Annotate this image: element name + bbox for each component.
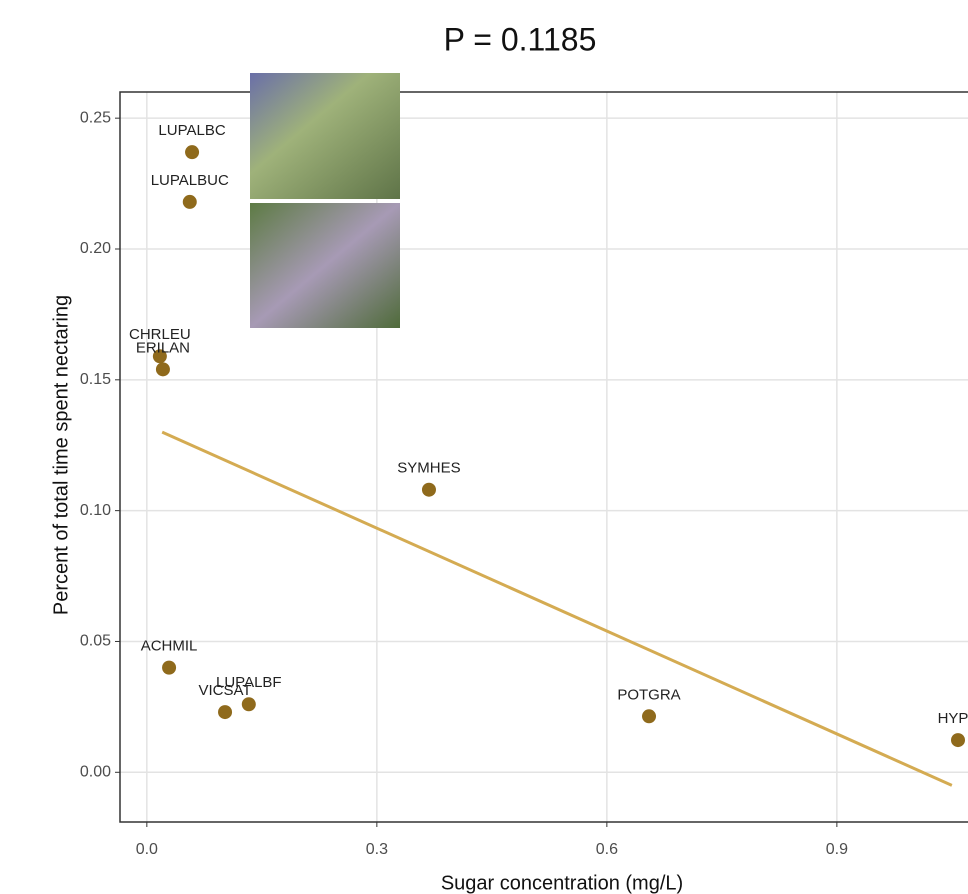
y-tick-label: 0.10 — [80, 502, 111, 519]
point-label: POTGRA — [617, 686, 680, 703]
trend-line — [161, 430, 953, 787]
plot-background — [120, 92, 968, 822]
point-label: SYMHES — [397, 460, 460, 477]
point-label: ACHMIL — [141, 638, 198, 655]
point — [421, 482, 436, 497]
point — [951, 733, 966, 748]
plot-border — [119, 91, 968, 823]
y-tick-label: 0.00 — [80, 764, 111, 781]
point — [162, 660, 177, 675]
point — [241, 697, 256, 712]
y-tick-label: 0.20 — [80, 240, 111, 257]
x-tick-label: 0.9 — [826, 841, 848, 858]
y-tick-label: 0.15 — [80, 371, 111, 388]
point — [155, 362, 170, 377]
point — [185, 145, 200, 160]
point — [152, 349, 167, 364]
x-tick-label: 0.0 — [136, 841, 158, 858]
point-label: LUPALBC — [158, 122, 225, 139]
point-label: CHRLEU — [129, 326, 191, 343]
x-tick-label: 0.6 — [596, 841, 618, 858]
point — [218, 705, 233, 720]
point-label: LUPALBF — [216, 674, 282, 691]
chart-title: P = 0.1185 — [444, 21, 597, 57]
y-axis-label: Percent of total time spent nectaring — [50, 295, 72, 615]
flower-photo — [250, 203, 400, 328]
point-label: ERILAN — [136, 339, 190, 356]
point-label: VICSAT — [198, 682, 251, 699]
x-axis-label: Sugar concentration (mg/L) — [441, 872, 683, 894]
flower-photo — [250, 73, 400, 199]
y-tick-label: 0.05 — [80, 633, 111, 650]
y-tick-label: 0.25 — [80, 109, 111, 126]
point — [642, 709, 657, 724]
point — [182, 194, 197, 209]
x-tick-label: 0.3 — [366, 841, 388, 858]
point-label: LUPALBUC — [151, 172, 229, 189]
